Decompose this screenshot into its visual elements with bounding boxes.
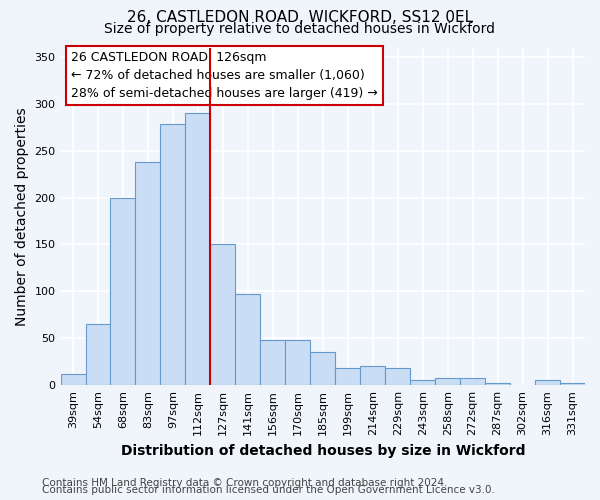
Bar [235, 294, 260, 385]
Bar [485, 384, 510, 385]
Bar [310, 352, 335, 385]
X-axis label: Distribution of detached houses by size in Wickford: Distribution of detached houses by size … [121, 444, 525, 458]
Text: Contains public sector information licensed under the Open Government Licence v3: Contains public sector information licen… [42, 485, 495, 495]
Bar [110, 198, 136, 385]
Bar [410, 380, 435, 385]
Text: 26, CASTLEDON ROAD, WICKFORD, SS12 0EL: 26, CASTLEDON ROAD, WICKFORD, SS12 0EL [127, 10, 473, 25]
Text: Contains HM Land Registry data © Crown copyright and database right 2024.: Contains HM Land Registry data © Crown c… [42, 478, 448, 488]
Bar [86, 324, 110, 385]
Y-axis label: Number of detached properties: Number of detached properties [15, 107, 29, 326]
Bar [61, 374, 86, 385]
Text: Size of property relative to detached houses in Wickford: Size of property relative to detached ho… [104, 22, 496, 36]
Bar [160, 124, 185, 385]
Bar [460, 378, 485, 385]
Bar [535, 380, 560, 385]
Bar [335, 368, 360, 385]
Bar [560, 384, 585, 385]
Bar [136, 162, 160, 385]
Bar [360, 366, 385, 385]
Bar [286, 340, 310, 385]
Text: 26 CASTLEDON ROAD: 126sqm
← 72% of detached houses are smaller (1,060)
28% of se: 26 CASTLEDON ROAD: 126sqm ← 72% of detac… [71, 51, 378, 100]
Bar [385, 368, 410, 385]
Bar [185, 113, 211, 385]
Bar [211, 244, 235, 385]
Bar [435, 378, 460, 385]
Bar [260, 340, 286, 385]
